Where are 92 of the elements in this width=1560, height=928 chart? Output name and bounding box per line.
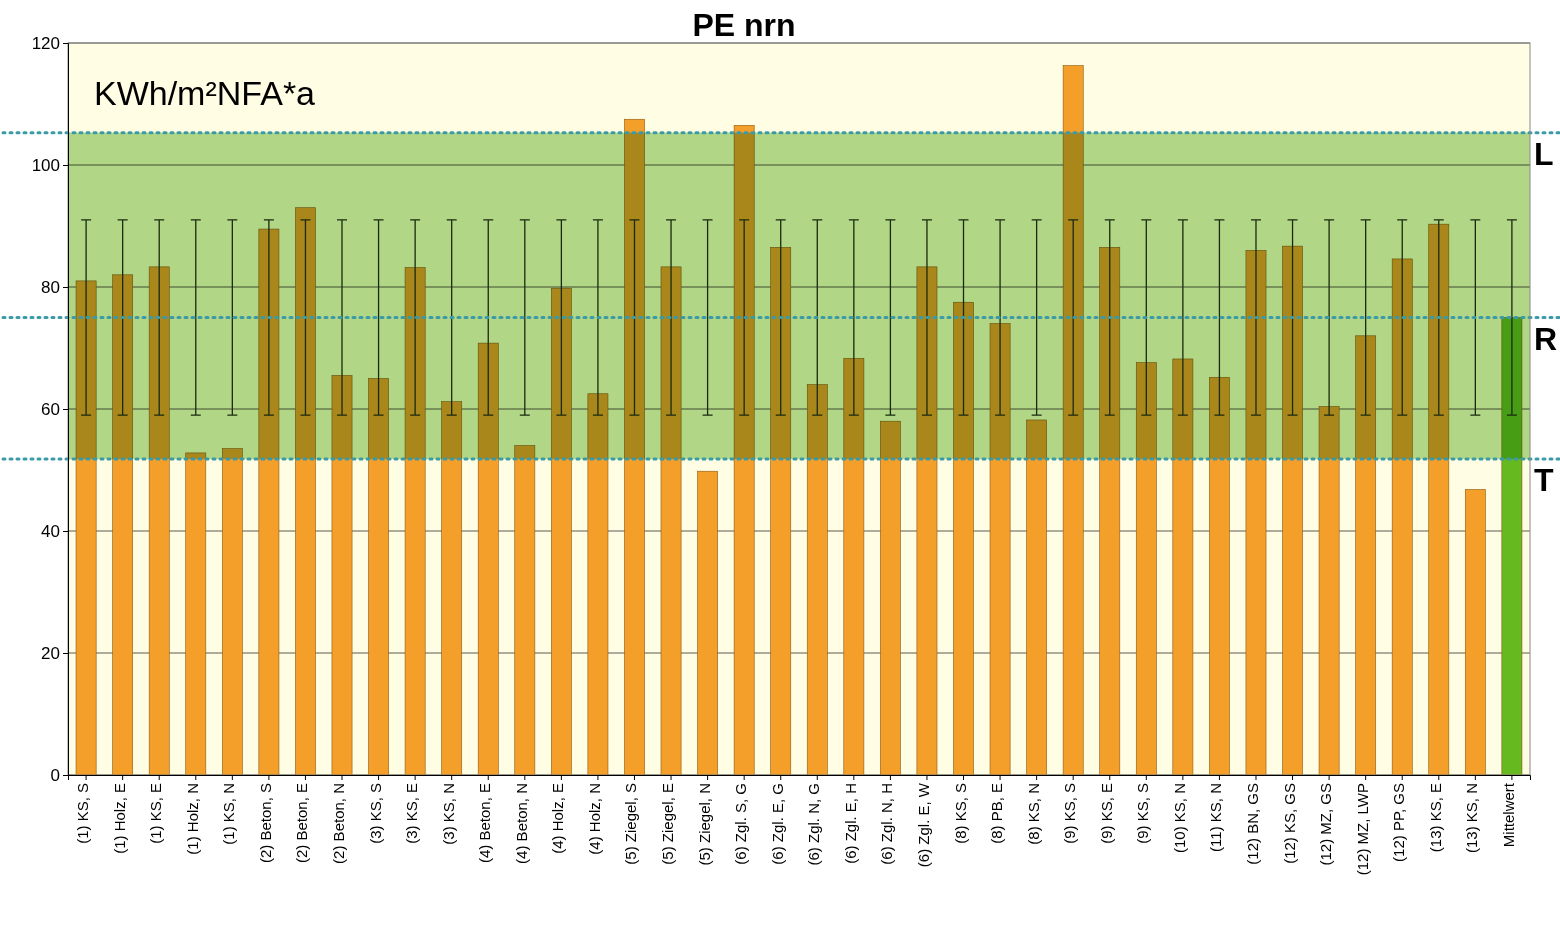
bar: [843, 358, 865, 776]
bar: [1391, 258, 1413, 776]
ref-line-label: L: [1534, 135, 1554, 172]
y-tick-label: 60: [41, 399, 60, 419]
x-tick-label: (12) MZ, LWP: [1353, 783, 1371, 876]
x-tick-label: (4) Holz, N: [585, 783, 603, 855]
bar: [1318, 406, 1340, 776]
bar: [697, 470, 718, 776]
x-tick-label: (5) Ziegel, S: [622, 783, 640, 865]
bar: [1282, 245, 1303, 776]
x-tick-label: (8) PB, E: [988, 783, 1006, 844]
x-tick-label: (6) Zgl. E, G: [768, 783, 786, 865]
bar: [1026, 419, 1047, 776]
bar: [258, 228, 280, 776]
x-tick-label: (1) KS, E: [147, 783, 165, 844]
bar: [112, 274, 134, 776]
bar: [1062, 65, 1084, 776]
bar: [1209, 376, 1230, 776]
annotation: KWh/m²NFA*a: [94, 74, 316, 112]
x-tick-label: (8) KS, S: [951, 783, 969, 844]
x-tick-label: (5) Ziegel, E: [659, 783, 677, 865]
y-tick-label: 0: [50, 765, 60, 785]
x-tick-label: (4) Beton, E: [476, 783, 494, 864]
bar: [880, 420, 901, 776]
x-tick-label: (4) Holz, E: [549, 783, 567, 854]
x-tick-label: (10) KS, N: [1170, 783, 1188, 854]
x-tick-label: (9) KS, S: [1061, 783, 1079, 844]
bar: [1428, 223, 1450, 776]
bar: [806, 384, 828, 776]
x-tick-label: (6) Zgl. N, H: [878, 783, 896, 865]
bar: [989, 323, 1011, 776]
bar: [404, 267, 426, 776]
x-tick-label: (3) KS, N: [439, 783, 457, 845]
y-tick-label: 100: [31, 155, 60, 175]
bar: [953, 301, 974, 776]
chart-title: PE nrn: [692, 7, 796, 43]
bar: [331, 375, 353, 776]
x-tick-label: (6) Zgl. N, G: [805, 783, 823, 866]
ref-line-label: R: [1534, 320, 1558, 357]
bar: [221, 448, 243, 776]
x-tick-label: (12) BN, GS: [1243, 783, 1261, 865]
x-tick-label: (11) KS, N: [1207, 783, 1225, 852]
x-tick-label: (1) KS, N: [220, 783, 238, 845]
x-tick-label: (1) KS, S: [74, 783, 92, 844]
bar: [441, 401, 463, 776]
bar: [477, 342, 499, 776]
y-tick-label: 20: [41, 643, 60, 663]
bar: [660, 266, 682, 776]
bar: [916, 266, 938, 776]
bar: [1135, 362, 1157, 776]
x-tick-label: (3) KS, S: [366, 783, 384, 844]
x-tick-label: (9) KS, S: [1134, 783, 1152, 844]
x-tick-label: (12) KS, GS: [1280, 783, 1298, 864]
x-tick-label: (1) Holz, E: [110, 783, 128, 854]
x-tick-label: Mittelwert: [1499, 782, 1517, 848]
bar: [185, 452, 207, 776]
x-tick-label: (12) MZ, GS: [1317, 783, 1335, 866]
ref-line-label: T: [1534, 462, 1554, 499]
x-tick-label: (2) Beton, E: [293, 783, 311, 864]
bar: [624, 118, 645, 776]
bar: [295, 207, 316, 776]
bar: [75, 280, 97, 776]
bar: [733, 125, 755, 776]
y-tick-label: 40: [41, 521, 60, 541]
x-tick-label: (6) Zgl. E, W: [914, 782, 932, 868]
bar: [1355, 335, 1377, 776]
x-tick-label: (13) KS, E: [1426, 783, 1444, 853]
x-tick-label: (6) Zgl. S, G: [732, 783, 750, 865]
x-tick-label: (6) Zgl. E, H: [841, 783, 859, 864]
bar: [368, 378, 389, 776]
x-tick-label: (8) KS, N: [1024, 783, 1042, 845]
x-tick-label: (13) KS, N: [1463, 783, 1481, 854]
x-tick-label: (12) PP, GS: [1390, 783, 1408, 862]
bar: [551, 287, 572, 776]
x-tick-label: (5) Ziegel, N: [695, 783, 713, 866]
bar: [1099, 247, 1121, 776]
y-tick-label: 80: [41, 277, 60, 297]
x-tick-label: (9) KS, E: [1097, 783, 1115, 844]
bar: [1464, 489, 1486, 776]
x-tick-label: (2) Beton, S: [256, 783, 274, 864]
bar: [148, 266, 170, 776]
bar: [1172, 358, 1194, 776]
y-tick-label: 120: [31, 33, 60, 53]
x-tick-label: (2) Beton, N: [330, 783, 348, 864]
x-tick-label: (1) Holz, N: [183, 783, 201, 855]
bar: [514, 445, 536, 776]
x-tick-label: (4) Beton, N: [512, 783, 530, 864]
bar: [1245, 250, 1267, 776]
x-tick-label: (3) KS, E: [403, 783, 421, 844]
bar: [587, 393, 609, 776]
bar: [1501, 317, 1523, 776]
bar: [770, 247, 792, 776]
